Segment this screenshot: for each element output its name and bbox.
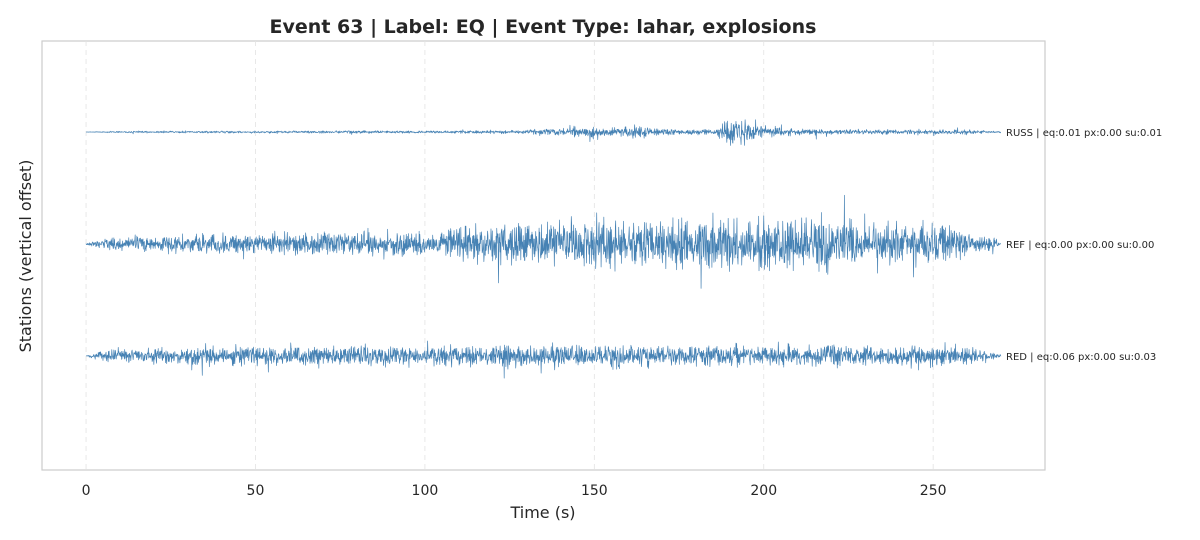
trace-label-ref: REF | eq:0.00 px:0.00 su:0.00 [1006,240,1154,251]
x-tick-label: 150 [581,483,608,499]
x-tick-label: 200 [750,483,777,499]
x-tick-label: 100 [412,483,439,499]
trace-red [85,340,1002,379]
trace-label-russ: RUSS | eq:0.01 px:0.00 su:0.01 [1006,128,1162,139]
x-tick-label: 50 [247,483,265,499]
trace-russ [86,119,1002,146]
x-tick-label: 250 [920,483,947,499]
trace-label-red: RED | eq:0.06 px:0.00 su:0.03 [1006,352,1156,363]
trace-ref [85,194,1001,289]
traces [85,119,1002,379]
x-ticks: 0 50 100 150 200 250 [82,483,947,499]
plot-area [41,40,1046,471]
y-axis-label: Stations (vertical offset) [16,160,35,353]
trace-labels: RUSS | eq:0.01 px:0.00 su:0.01 REF | eq:0… [1006,128,1162,363]
x-axis-label: Time (s) [509,503,575,522]
x-tick-label: 0 [82,483,91,499]
chart-title: Event 63 | Label: EQ | Event Type: lahar… [270,16,817,38]
